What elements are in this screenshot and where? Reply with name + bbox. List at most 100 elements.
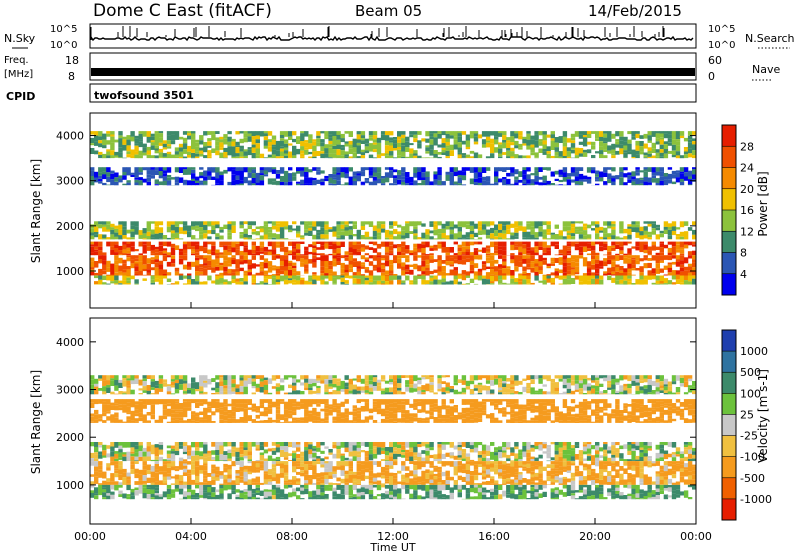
heatmap-cell	[518, 465, 523, 468]
heatmap-cell	[514, 453, 519, 459]
heatmap-cell	[178, 151, 184, 157]
heatmap-cell	[312, 445, 317, 449]
heatmap-cell	[490, 454, 495, 460]
heatmap-cell	[546, 184, 551, 186]
heatmap-cell	[635, 279, 640, 285]
heatmap-cell	[356, 475, 361, 480]
heatmap-cell	[130, 241, 135, 247]
heatmap-cell	[324, 136, 329, 140]
colorbar-segment	[722, 167, 736, 189]
heatmap-cell	[154, 272, 159, 276]
heatmap-cell	[498, 269, 503, 275]
heatmap-cell	[534, 249, 539, 253]
heatmap-cell	[631, 157, 636, 159]
heatmap-cell	[98, 131, 103, 137]
heatmap-cell	[356, 149, 361, 154]
heatmap-cell	[243, 447, 248, 451]
heatmap-cell	[203, 281, 208, 285]
heatmap-cell	[231, 449, 236, 453]
heatmap-cell	[639, 177, 644, 180]
heatmap-cell	[607, 179, 612, 184]
heatmap-cell	[263, 275, 269, 279]
heatmap-cell	[122, 167, 127, 172]
heatmap-cell	[368, 221, 374, 227]
heatmap-cell	[582, 179, 588, 182]
heatmap-cell	[457, 251, 462, 256]
heatmap-cell	[312, 156, 317, 159]
heatmap-cell	[687, 475, 693, 480]
heatmap-cell	[324, 157, 329, 159]
heatmap-cell	[546, 460, 551, 462]
heatmap-cell	[332, 253, 337, 256]
heatmap-cell	[368, 236, 374, 240]
heatmap-cell	[288, 269, 293, 275]
heatmap-cell	[389, 452, 394, 457]
heatmap-cell	[619, 229, 624, 234]
heatmap-cell	[502, 483, 507, 485]
heatmap-cell	[158, 264, 164, 270]
heatmap-cell	[235, 243, 240, 248]
heatmap-cell	[247, 461, 252, 464]
heatmap-cell	[356, 244, 361, 250]
heatmap-cell	[477, 177, 483, 183]
heatmap-cell	[150, 493, 155, 498]
heatmap-cell	[502, 479, 507, 484]
heatmap-cell	[687, 184, 693, 186]
heatmap-cell	[283, 255, 289, 260]
heatmap-cell	[283, 266, 289, 271]
heatmap-cell	[162, 459, 168, 462]
heatmap-cell	[255, 172, 260, 177]
heatmap-cell	[211, 476, 216, 480]
heatmap-cell	[405, 233, 410, 239]
heatmap-cell	[158, 275, 164, 280]
heatmap-cell	[429, 133, 434, 137]
heatmap-cell	[199, 264, 204, 268]
heatmap-cell	[635, 472, 640, 478]
heatmap-cell	[324, 144, 329, 149]
heatmap-cell	[619, 136, 624, 141]
heatmap-cell	[380, 262, 386, 265]
heatmap-cell	[586, 272, 592, 276]
heatmap-cell	[623, 236, 628, 240]
heatmap-cell	[405, 488, 410, 494]
heatmap-cell	[490, 491, 495, 496]
heatmap-cell	[639, 146, 644, 152]
heatmap-cell	[288, 157, 293, 159]
heatmap-cell	[586, 474, 592, 481]
cpid-value: twofsound 3501	[94, 89, 194, 102]
heatmap-cell	[292, 228, 297, 231]
heatmap-cell	[603, 271, 608, 274]
heatmap-cell	[437, 453, 442, 459]
heatmap-cell	[485, 255, 491, 258]
heatmap-cell	[336, 257, 341, 262]
heatmap-cell	[494, 139, 499, 145]
heatmap-cell	[631, 451, 636, 455]
heatmap-cell	[275, 493, 281, 496]
heatmap-cell	[296, 241, 301, 244]
heatmap-cell	[247, 490, 252, 497]
heatmap-cell	[550, 482, 555, 485]
heatmap-cell	[643, 453, 648, 457]
heatmap-cell	[647, 479, 652, 485]
heatmap-cell	[619, 266, 624, 271]
heatmap-cell	[239, 131, 244, 134]
heatmap-cell	[615, 280, 620, 285]
heatmap-cell	[304, 271, 309, 274]
heatmap-cell	[538, 270, 543, 274]
heatmap-cell	[425, 157, 430, 159]
heatmap-cell	[675, 279, 681, 284]
heatmap-cell	[683, 484, 689, 485]
heatmap-cell	[639, 461, 644, 466]
heatmap-cell	[558, 156, 563, 159]
heatmap-cell	[98, 483, 103, 485]
heatmap-cell	[207, 473, 212, 477]
heatmap-cell	[518, 449, 523, 453]
heatmap-cell	[550, 457, 555, 461]
heatmap-cell	[473, 469, 479, 476]
heatmap-cell	[498, 133, 503, 137]
heatmap-cell	[627, 255, 632, 259]
heatmap-cell	[578, 456, 584, 462]
heatmap-cell	[227, 263, 232, 267]
heatmap-cell	[219, 175, 224, 181]
heatmap-cell	[659, 131, 664, 134]
